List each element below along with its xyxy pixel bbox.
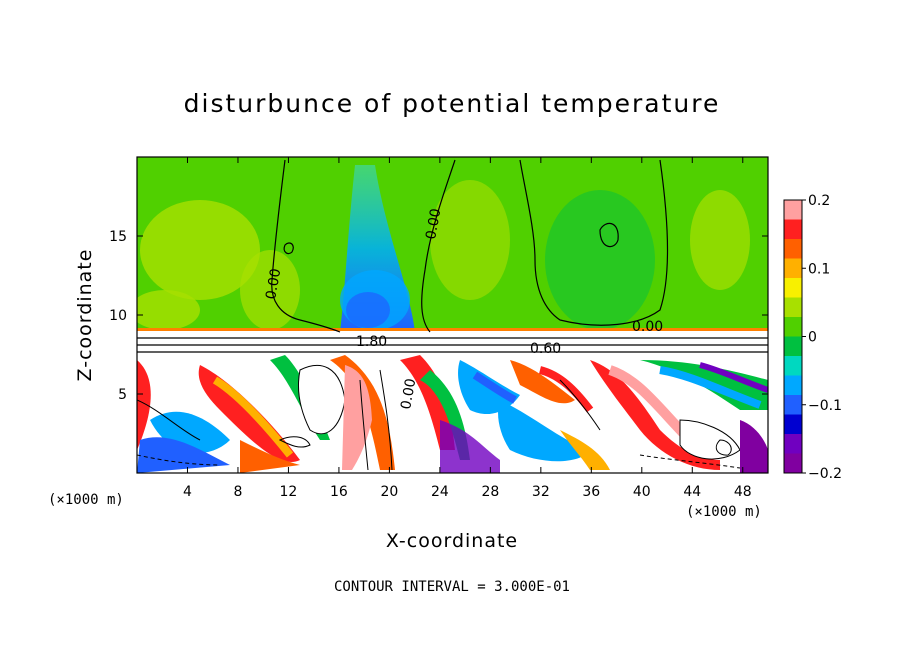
field-patch xyxy=(690,190,750,290)
x-tick-label: 40 xyxy=(633,484,651,500)
contour-label: 1.80 xyxy=(356,334,387,350)
colorbar-tick-label: 0.2 xyxy=(808,193,830,209)
x-tick-label: 20 xyxy=(380,484,398,500)
y-tick-label: 10 xyxy=(109,308,127,324)
x-tick-label: 36 xyxy=(582,484,600,500)
x-tick-label: 12 xyxy=(280,484,298,500)
contour-interval-label: CONTOUR INTERVAL = 3.000E-01 xyxy=(334,579,570,595)
colorbar-swatch xyxy=(784,258,802,279)
y-axis-title: Z-coordinate xyxy=(74,249,96,382)
colorbar-tick-label: −0.1 xyxy=(808,398,842,414)
y-tick-label: 15 xyxy=(109,229,127,245)
plot-field xyxy=(137,157,768,473)
y-tick-label: 5 xyxy=(118,387,127,403)
contour-lines-lower xyxy=(137,369,741,471)
x-tick-label: 44 xyxy=(683,484,701,500)
tropopause-band xyxy=(137,328,768,331)
x-tick-label: 48 xyxy=(734,484,752,500)
field-patch xyxy=(545,190,655,330)
y-axis: 5 10 15 xyxy=(109,229,768,403)
colorbar-swatch xyxy=(784,200,802,220)
colorbar-swatch xyxy=(784,297,802,318)
x-tick-label: 8 xyxy=(233,484,242,500)
x-tick-label: 16 xyxy=(330,484,348,500)
colorbar-swatch xyxy=(784,239,802,259)
x-unit-label-right: (×1000 m) xyxy=(686,504,762,520)
field-patch xyxy=(240,250,300,330)
colorbar-swatch xyxy=(784,375,802,396)
colorbar-tick-label: 0.1 xyxy=(808,261,830,277)
x-unit-label-left: (×1000 m) xyxy=(48,492,124,508)
x-tick-label: 24 xyxy=(431,484,449,500)
contour-label-group: 0.00 0.00 0.00 0.00 1.80 0.60 xyxy=(263,207,663,410)
colorbar-swatch xyxy=(784,414,802,435)
colorbar-swatch xyxy=(784,278,802,298)
colorbar-swatch xyxy=(784,219,802,240)
stable-layer xyxy=(137,331,768,353)
colorbar-swatch xyxy=(784,356,802,376)
contour-label: 0.00 xyxy=(423,207,444,240)
field-patch xyxy=(137,290,200,330)
x-tick-label: 32 xyxy=(532,484,550,500)
colorbar: 0.2 0.1 0 −0.1 −0.2 xyxy=(783,193,842,482)
plume-core xyxy=(346,292,390,328)
contour-label: 0.60 xyxy=(530,341,561,357)
x-tick-label: 28 xyxy=(481,484,499,500)
field-patch xyxy=(140,200,260,300)
colorbar-tick-label: 0 xyxy=(808,330,817,346)
x-axis: 4 8 12 16 20 24 28 32 36 40 44 48 xyxy=(183,157,752,500)
field-patch xyxy=(430,180,510,300)
colorbar-tick-label: −0.2 xyxy=(808,466,842,482)
colorbar-swatch xyxy=(784,395,802,415)
contour-lines xyxy=(137,159,768,353)
colorbar-swatch xyxy=(784,336,802,357)
x-axis-title: X-coordinate xyxy=(386,530,518,552)
colorbar-swatch xyxy=(784,453,802,474)
contour-label: 0.00 xyxy=(263,267,284,300)
lower-turbulence xyxy=(137,355,768,473)
chart-title: disturbunce of potential temperature xyxy=(184,89,721,118)
colorbar-swatch xyxy=(784,317,802,337)
contour-label: 0.00 xyxy=(632,319,663,335)
colorbar-swatch xyxy=(784,434,802,454)
contour-label: 0.00 xyxy=(398,377,419,410)
x-tick-label: 4 xyxy=(183,484,192,500)
